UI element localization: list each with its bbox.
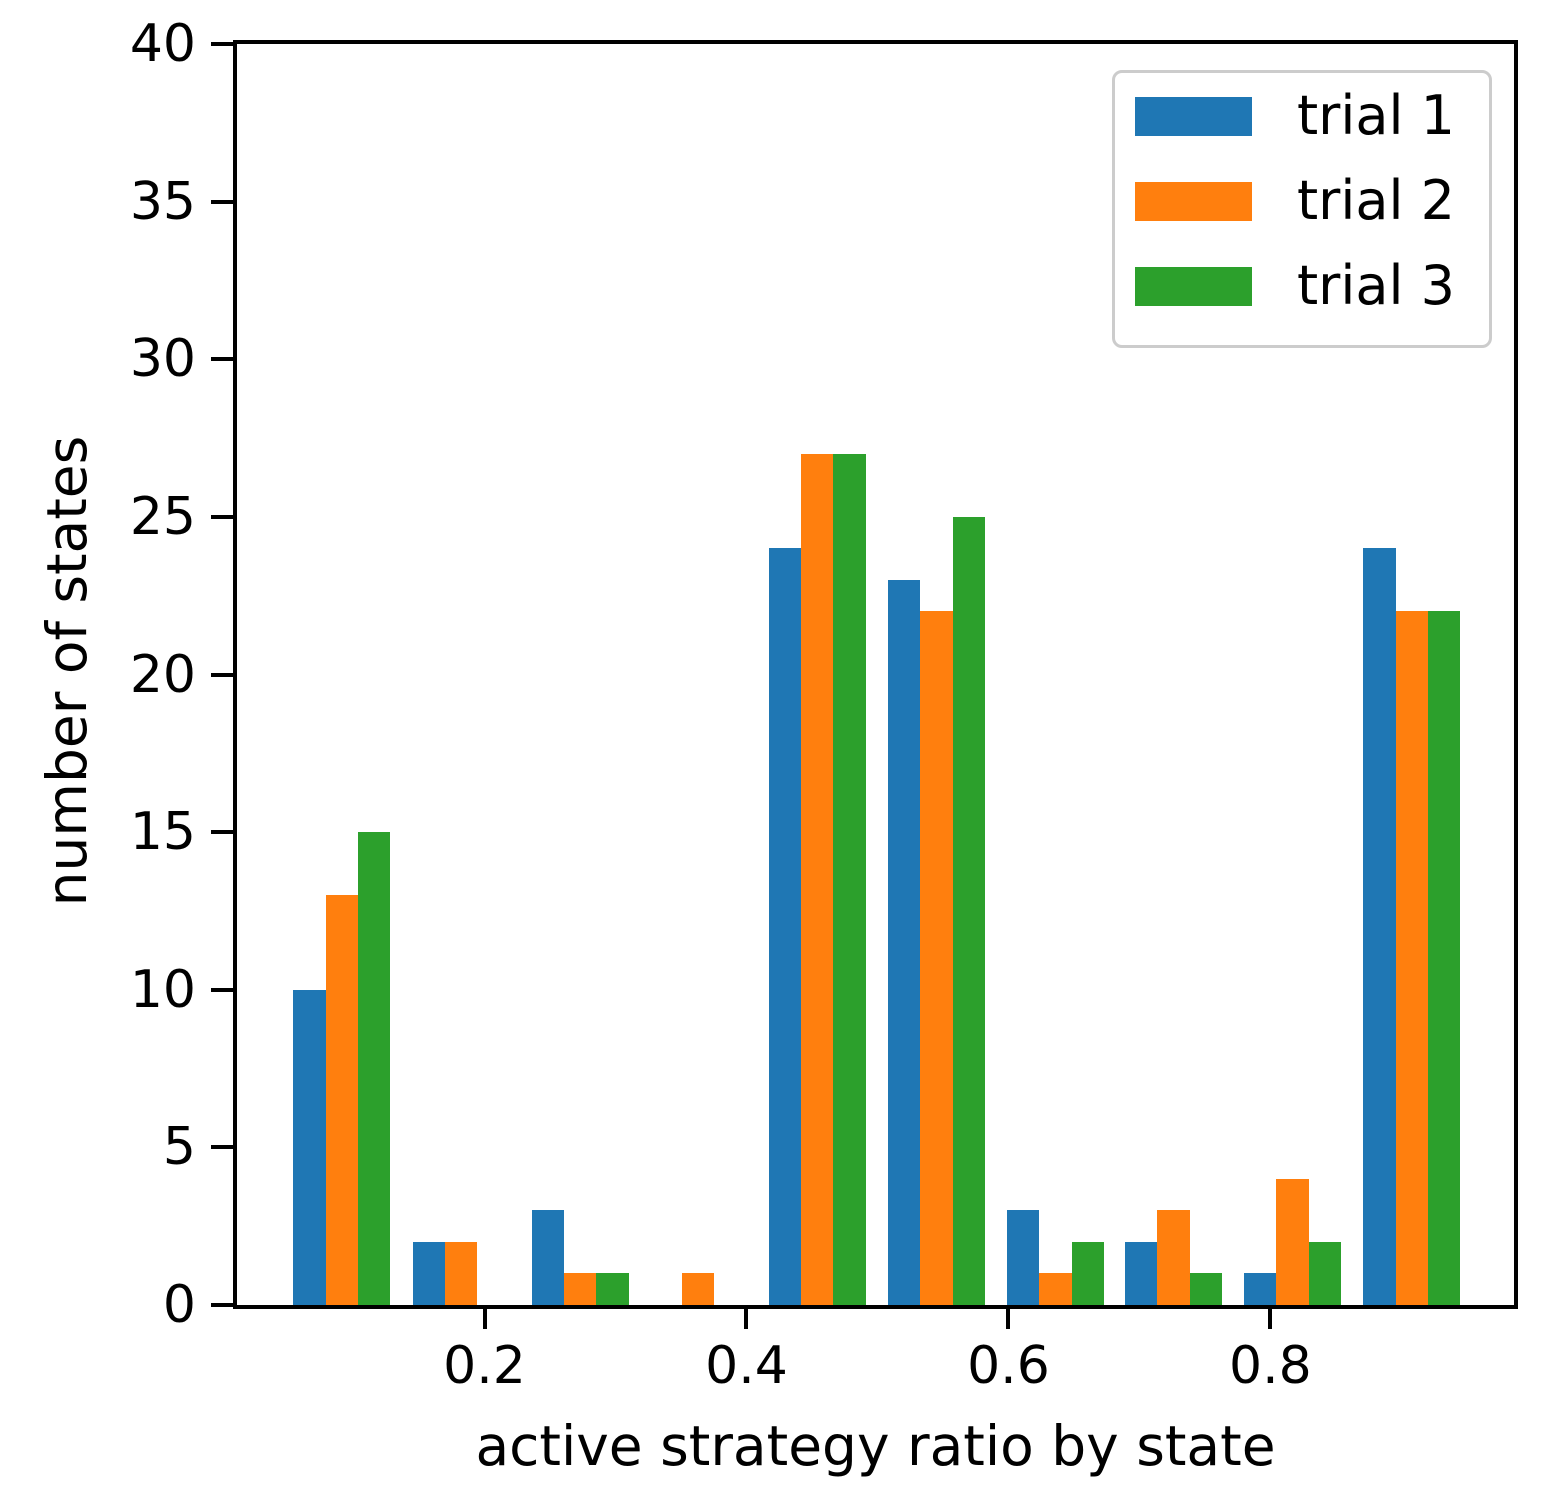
bar-trial1-bin1	[293, 989, 326, 1305]
bar-trial1-bin7	[1007, 1210, 1040, 1305]
y-tick-label: 10	[129, 959, 196, 1020]
bar-trial1-bin5	[768, 548, 802, 1305]
x-tick-mark	[1006, 1309, 1011, 1329]
x-tick-label: 0.2	[443, 1336, 526, 1396]
y-tick-label: 30	[129, 329, 196, 390]
bar-trial3-bin5	[833, 453, 866, 1305]
legend-label: trial 3	[1297, 254, 1455, 317]
legend-entry-trial-2: trial 2	[1135, 172, 1489, 230]
y-tick-mark	[211, 1303, 233, 1307]
y-tick-mark	[211, 1145, 233, 1150]
y-tick-label: 20	[129, 644, 196, 705]
legend-label: trial 2	[1297, 169, 1455, 232]
bar-trial3-bin7	[1071, 1241, 1105, 1305]
bar-trial2-bin8	[1157, 1210, 1190, 1305]
bar-trial2-bin1	[325, 895, 358, 1305]
x-axis-label: active strategy ratio by state	[475, 1414, 1276, 1478]
y-tick-label: 15	[129, 802, 196, 863]
bar-trial2-bin10	[1395, 611, 1428, 1305]
bar-trial2-bin7	[1039, 1273, 1072, 1305]
bar-trial3-bin10	[1427, 611, 1461, 1305]
bar-trial1-bin8	[1125, 1241, 1158, 1305]
bar-trial2-bin6	[920, 611, 953, 1305]
bar-trial2-bin9	[1276, 1178, 1309, 1305]
bar-trial3-bin1	[357, 832, 391, 1305]
bar-trial1-bin2	[412, 1241, 445, 1305]
y-tick-mark	[211, 357, 233, 362]
x-tick-label: 0.8	[1229, 1336, 1312, 1396]
bar-trial3-bin9	[1308, 1241, 1342, 1305]
x-tick-mark	[482, 1309, 487, 1329]
y-tick-mark	[211, 987, 233, 992]
x-tick-mark	[1268, 1309, 1273, 1329]
y-tick-label: 40	[129, 14, 196, 74]
bar-trial2-bin3	[563, 1273, 597, 1305]
legend: trial 1 trial 2 trial 3	[1112, 70, 1492, 348]
y-tick-mark	[211, 199, 233, 204]
legend-label: trial 1	[1297, 84, 1455, 147]
y-tick-label: 5	[162, 1117, 196, 1178]
y-tick-mark	[211, 830, 233, 835]
legend-entry-trial-3: trial 3	[1135, 257, 1489, 315]
bar-trial1-bin10	[1363, 548, 1396, 1305]
legend-swatch-trial-1	[1135, 96, 1252, 136]
bars-layer	[237, 44, 1514, 1305]
bar-trial1-bin6	[887, 579, 921, 1305]
bar-trial1-bin3	[531, 1210, 564, 1305]
bar-trial3-bin3	[596, 1273, 629, 1305]
bar-trial1-bin9	[1244, 1273, 1277, 1305]
y-axis-label: number of states	[35, 435, 99, 907]
x-tick-label: 0.4	[705, 1336, 788, 1396]
y-tick-mark	[211, 514, 233, 519]
bar-trial2-bin2	[444, 1241, 478, 1305]
x-tick-label: 0.6	[967, 1336, 1050, 1396]
y-tick-label: 35	[129, 171, 196, 232]
bar-trial2-bin5	[801, 453, 834, 1305]
bar-trial2-bin4	[681, 1273, 715, 1305]
bar-trial3-bin8	[1189, 1273, 1222, 1305]
bar-trial3-bin6	[952, 516, 985, 1305]
x-tick-mark	[744, 1309, 749, 1329]
legend-swatch-trial-3	[1135, 266, 1252, 306]
y-tick-label: 0	[162, 1275, 196, 1335]
y-tick-mark	[211, 672, 233, 677]
legend-entry-trial-1: trial 1	[1135, 87, 1489, 145]
legend-swatch-trial-2	[1135, 181, 1252, 221]
y-tick-label: 25	[129, 486, 196, 547]
y-tick-mark	[211, 42, 233, 46]
